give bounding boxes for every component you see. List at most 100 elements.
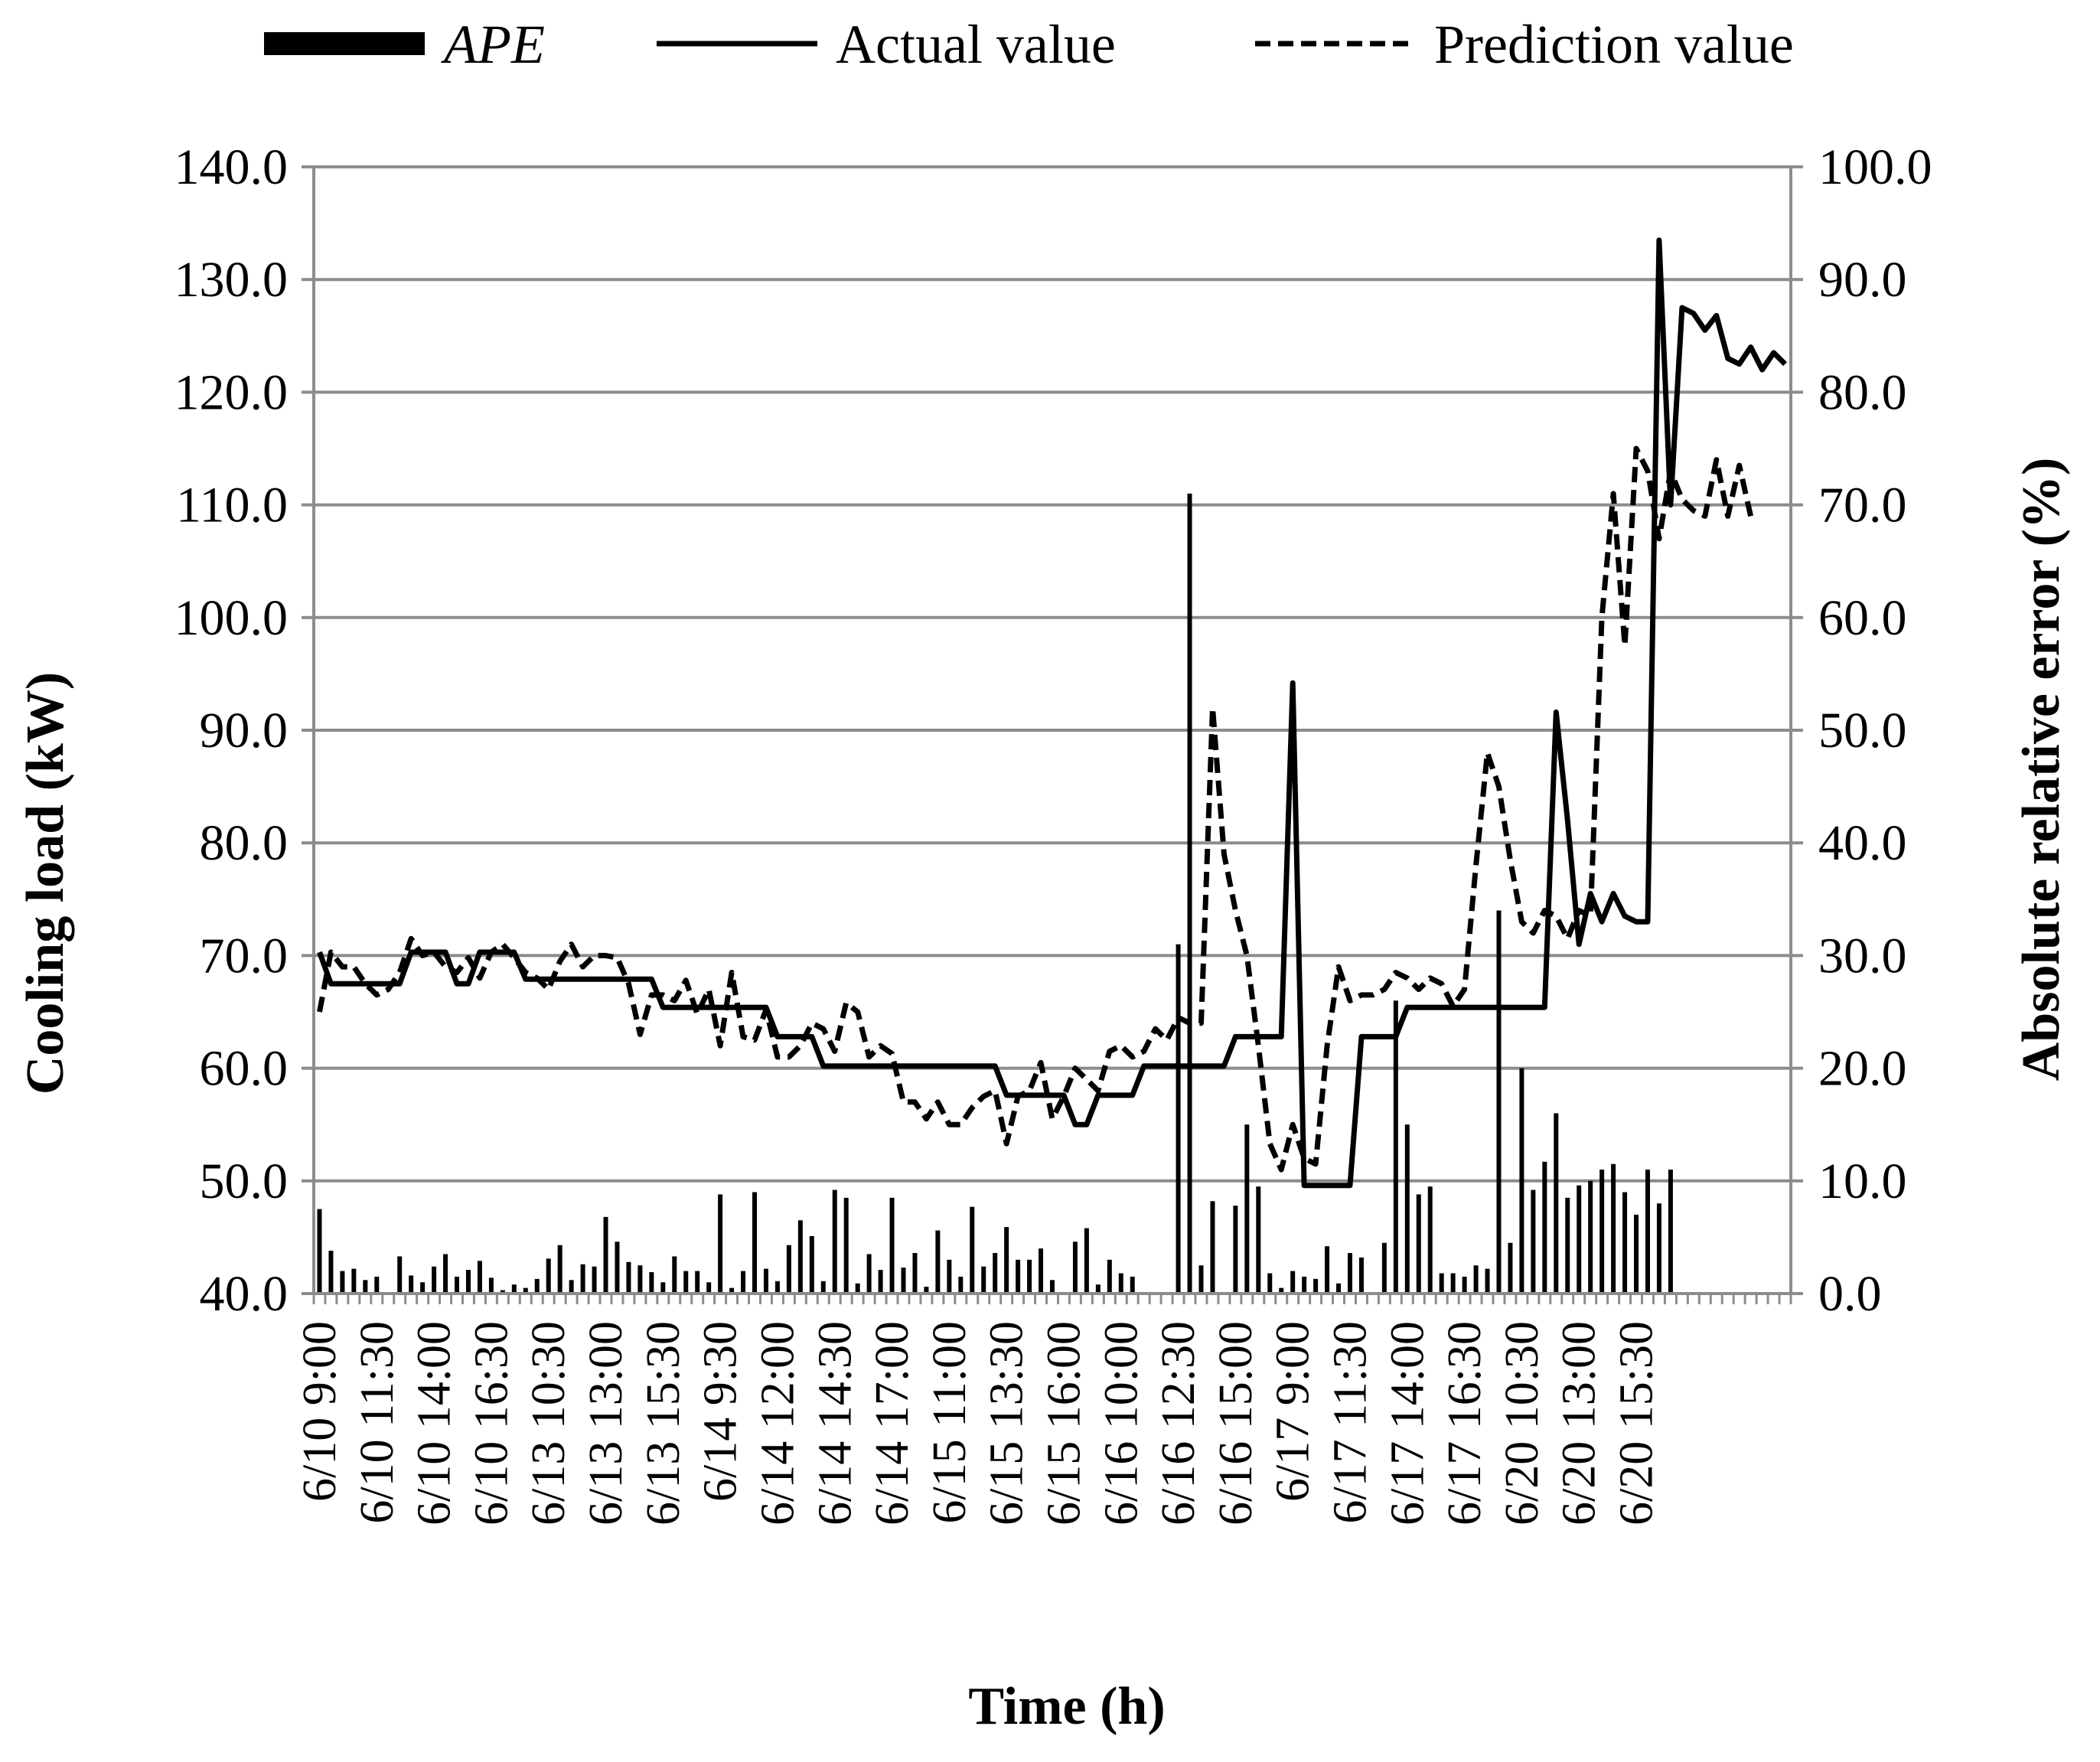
y-right-tick-label: 40.0: [1818, 815, 1907, 871]
ape-bar: [1450, 1273, 1456, 1294]
ape-bar: [1336, 1283, 1342, 1294]
ape-bar: [1187, 493, 1192, 1294]
x-tick-label: 6/17 9:00: [1267, 1321, 1319, 1502]
x-tick-label: 6/14 14:30: [809, 1321, 861, 1525]
ape-bar: [1416, 1194, 1421, 1294]
ape-bar: [363, 1280, 368, 1294]
y-left-tick-label: 130.0: [174, 252, 289, 308]
ape-bar: [1084, 1228, 1089, 1294]
ape-bar: [374, 1276, 380, 1294]
y-right-tick-label: 50.0: [1818, 703, 1907, 759]
x-tick-label: 6/20 10:30: [1496, 1321, 1548, 1525]
ape-bar: [615, 1242, 620, 1294]
ape-bar: [511, 1284, 517, 1294]
ape-bar: [958, 1276, 964, 1294]
y-left-tick-label: 140.0: [174, 139, 289, 195]
ape-bar: [1554, 1113, 1559, 1294]
ape-bar: [1290, 1271, 1296, 1294]
ape-bar: [1588, 1180, 1593, 1294]
ape-bar: [1107, 1259, 1112, 1294]
ape-bar: [706, 1282, 712, 1294]
ape-bar: [1256, 1186, 1261, 1294]
ape-bar: [1565, 1197, 1570, 1294]
ape-bar: [763, 1268, 768, 1294]
ape-bar: [626, 1261, 631, 1294]
ape-bar: [1302, 1276, 1307, 1294]
ape-bar: [443, 1254, 448, 1294]
ape-bar: [832, 1189, 837, 1294]
y-right-tick-label: 10.0: [1818, 1153, 1907, 1209]
ape-bar: [786, 1245, 791, 1294]
ape-bar: [924, 1287, 929, 1294]
y-axis-title-left: Cooling load (kW): [16, 672, 75, 1095]
ape-bars: [317, 493, 1673, 1294]
x-tick-label: 6/10 16:30: [465, 1321, 517, 1525]
y-left-tick-label: 90.0: [200, 703, 289, 759]
ape-bar: [660, 1282, 666, 1294]
ape-bar: [855, 1283, 860, 1294]
ape-bar: [1599, 1170, 1605, 1294]
legend-prediction-label: Prediction value: [1434, 14, 1794, 75]
x-ticks: 6/10 9:00 6/10 11:30 6/10 14:00 6/10 16:30 6…: [294, 1294, 1792, 1525]
ape-bar: [1473, 1265, 1479, 1294]
x-tick-label: 6/13 15:30: [638, 1321, 690, 1525]
ape-bar: [1404, 1124, 1410, 1294]
ape-bar: [1244, 1124, 1250, 1294]
y-right-tick-label: 80.0: [1818, 364, 1907, 420]
ape-bar: [820, 1281, 826, 1294]
x-tick-label: 6/13 10:30: [523, 1321, 575, 1525]
ape-bar: [455, 1276, 460, 1294]
x-tick-label: 6/15 13:30: [981, 1321, 1033, 1525]
ape-bar: [1176, 944, 1181, 1294]
ape-bar: [500, 1290, 505, 1294]
legend-actual-label: Actual value: [836, 14, 1116, 75]
y-left-ticks: 40.0 50.0 60.0 70.0 80.0 90.0 100.0 110.0 120.0 1…: [174, 139, 314, 1322]
ape-bar: [569, 1280, 574, 1294]
y-right-tick-label: 60.0: [1818, 590, 1907, 646]
ape-bar: [901, 1268, 906, 1294]
x-tick-label: 6/17 14:00: [1381, 1321, 1433, 1525]
ape-bar: [1508, 1242, 1513, 1294]
prediction-value-line: [317, 445, 1754, 1173]
y-right-tick-label: 70.0: [1818, 478, 1907, 533]
ape-bar: [1656, 1203, 1661, 1294]
ape-bar: [638, 1265, 643, 1294]
ape-bar: [557, 1245, 562, 1294]
ape-bar: [866, 1254, 872, 1294]
y-right-tick-label: 90.0: [1818, 252, 1907, 308]
y-right-tick-label: 20.0: [1818, 1041, 1907, 1097]
y-left-tick-label: 80.0: [200, 815, 289, 871]
ape-bar: [409, 1275, 414, 1294]
ape-bar: [1577, 1185, 1582, 1294]
x-tick-label: 6/14 17:00: [866, 1321, 918, 1525]
ape-bar: [465, 1270, 471, 1294]
x-tick-label: 6/20 15:30: [1611, 1321, 1663, 1525]
y-right-tick-label: 0.0: [1818, 1266, 1882, 1322]
x-tick-label: 6/14 12:00: [752, 1321, 804, 1525]
ape-bar: [729, 1287, 735, 1294]
legend-ape-swatch: [264, 32, 425, 55]
ape-bar: [993, 1253, 998, 1294]
ape-bar: [1622, 1192, 1628, 1294]
ape-bar: [1210, 1201, 1215, 1294]
ape-bar: [603, 1216, 608, 1294]
ape-bar: [534, 1278, 540, 1294]
legend: APE Actual value Prediction value: [264, 14, 1794, 75]
ape-bar: [878, 1270, 883, 1294]
ape-bar: [1439, 1273, 1444, 1294]
ape-bar: [1519, 1068, 1524, 1294]
ape-bar: [649, 1272, 654, 1294]
ape-bar: [889, 1197, 895, 1294]
y-left-tick-label: 100.0: [174, 590, 289, 646]
ape-bar: [1634, 1214, 1639, 1294]
x-tick-label: 6/20 13:00: [1554, 1321, 1606, 1525]
ape-bar: [1016, 1259, 1021, 1294]
ape-bar: [420, 1282, 426, 1294]
ape-bar: [1381, 1242, 1387, 1294]
ape-bar: [1393, 1000, 1398, 1294]
ape-bar: [1313, 1278, 1319, 1294]
ape-bar: [1485, 1268, 1490, 1294]
ape-bar: [1279, 1287, 1284, 1294]
ape-bar: [695, 1271, 700, 1294]
y-right-ticks: 0.0 10.0 20.0 30.0 40.0 50.0 60.0 70.0 80.0 90.0 1…: [1791, 139, 1932, 1322]
